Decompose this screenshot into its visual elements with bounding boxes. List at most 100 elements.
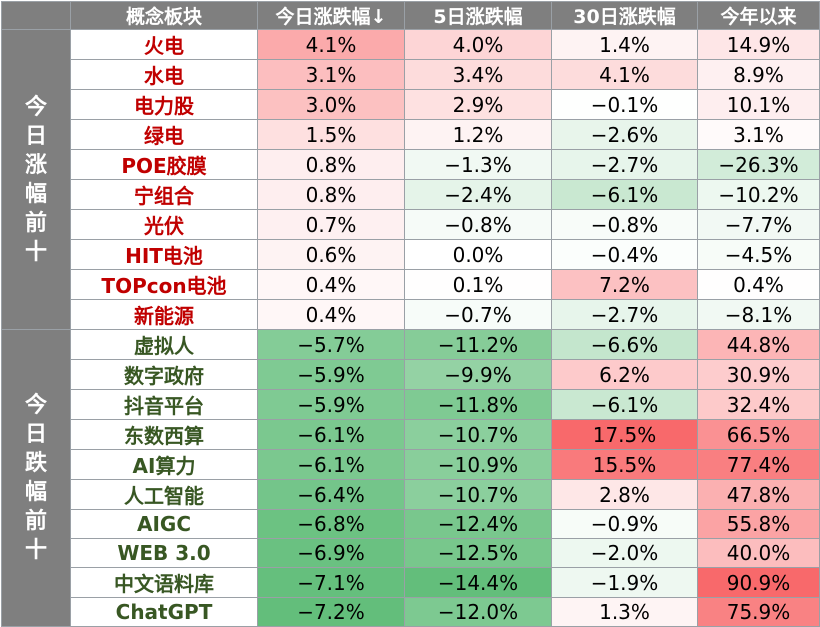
cell-ytd: 77.4% [697,449,820,480]
sector-name[interactable]: AI算力 [70,449,258,480]
sector-name[interactable]: HIT电池 [70,239,258,270]
table-row: ChatGPT −7.2% −12.0% 1.3% 75.9% [2,597,820,627]
cell-today: −6.1% [257,449,405,480]
cell-today: 0.8% [257,149,405,180]
group-label-char: 涨 [24,152,47,178]
cell-ytd: 32.4% [697,389,820,420]
sector-name[interactable]: 宁组合 [70,179,258,210]
sector-name[interactable]: 电力股 [70,89,258,120]
cell-d30: −2.7% [551,299,698,330]
group-label-char: 日 [24,123,47,149]
cell-d5: −10.9% [404,449,552,480]
cell-d5: −0.8% [404,209,552,240]
table-row: POE胶膜 0.8% −1.3% −2.7% −26.3% [2,149,820,180]
sector-name[interactable]: 东数西算 [70,419,258,450]
cell-today: −6.4% [257,479,405,510]
cell-today: −7.2% [257,597,405,627]
table-row: 新能源 0.4% −0.7% −2.7% −8.1% [2,299,820,330]
cell-ytd: −4.5% [697,239,820,270]
sector-name[interactable]: 中文语料库 [70,567,258,598]
cell-today: 0.4% [257,299,405,330]
sector-name[interactable]: 光伏 [70,209,258,240]
cell-today: 0.8% [257,179,405,210]
sector-name[interactable]: ChatGPT [70,597,258,627]
sector-name[interactable]: 抖音平台 [70,389,258,420]
cell-d5: −12.4% [404,509,552,539]
table-row: 光伏 0.7% −0.8% −0.8% −7.7% [2,209,820,240]
table-row: HIT电池 0.6% 0.0% −0.4% −4.5% [2,239,820,270]
table-row: 电力股 3.0% 2.9% −0.1% 10.1% [2,89,820,120]
cell-today: 1.5% [257,119,405,150]
cell-ytd: 55.8% [697,509,820,539]
cell-today: −6.9% [257,538,405,568]
cell-d30: −6.6% [551,329,698,360]
group-label-losers: 今日跌幅前十 [1,329,71,627]
cell-ytd: 10.1% [697,89,820,120]
cell-ytd: 75.9% [697,597,820,627]
cell-d30: 1.4% [551,29,698,60]
cell-d5: −12.5% [404,538,552,568]
cell-ytd: 30.9% [697,359,820,390]
header-row: 概念板块 今日涨跌幅↓ 5日涨跌幅 30日涨跌幅 今年以来 [1,1,820,30]
cell-d30: 1.3% [551,597,698,627]
cell-d5: 0.1% [404,269,552,300]
sector-name[interactable]: 水电 [70,59,258,90]
sector-name[interactable]: POE胶膜 [70,149,258,180]
cell-d30: −2.0% [551,538,698,568]
cell-d30: −0.8% [551,209,698,240]
cell-ytd: −7.7% [697,209,820,240]
group-label-char: 十 [24,239,47,265]
sector-name[interactable]: 火电 [70,29,258,60]
cell-today: −6.1% [257,419,405,450]
group-label-char: 幅 [24,480,47,505]
sector-name[interactable]: 人工智能 [70,479,258,510]
cell-today: −7.1% [257,567,405,598]
cell-d30: −0.9% [551,509,698,539]
cell-ytd: 14.9% [697,29,820,60]
table-row: 人工智能 −6.4% −10.7% 2.8% 47.8% [2,479,820,510]
sector-name[interactable]: TOPcon电池 [70,269,258,300]
sector-name[interactable]: AIGC [70,509,258,539]
sector-name[interactable]: 数字政府 [70,359,258,390]
header-sector-name[interactable]: 概念板块 [70,1,258,30]
cell-d30: −2.6% [551,119,698,150]
cell-d5: −0.7% [404,299,552,330]
header-today-change[interactable]: 今日涨跌幅↓ [257,1,405,30]
sector-name[interactable]: 绿电 [70,119,258,150]
table-row: 抖音平台 −5.9% −11.8% −6.1% 32.4% [2,389,820,420]
table-row: 绿电 1.5% 1.2% −2.6% 3.1% [2,119,820,150]
cell-d5: −11.8% [404,389,552,420]
cell-today: 3.0% [257,89,405,120]
header-blank [1,1,71,30]
cell-d30: −2.7% [551,149,698,180]
cell-d30: −6.1% [551,389,698,420]
table-row: AIGC −6.8% −12.4% −0.9% 55.8% [2,509,820,539]
cell-d5: 0.0% [404,239,552,270]
cell-today: 0.6% [257,239,405,270]
table-row: 水电 3.1% 3.4% 4.1% 8.9% [2,59,820,90]
sector-name[interactable]: 虚拟人 [70,329,258,360]
sector-name[interactable]: WEB 3.0 [70,538,258,568]
cell-ytd: 66.5% [697,419,820,450]
group-label-char: 今 [24,393,47,418]
header-30day-change[interactable]: 30日涨跌幅 [551,1,698,30]
cell-d5: −12.0% [404,597,552,627]
header-5day-change[interactable]: 5日涨跌幅 [404,1,552,30]
cell-d5: 4.0% [404,29,552,60]
cell-d5: −11.2% [404,329,552,360]
sector-name[interactable]: 新能源 [70,299,258,330]
cell-d30: 17.5% [551,419,698,450]
table-row: TOPcon电池 0.4% 0.1% 7.2% 0.4% [2,269,820,300]
cell-today: −5.7% [257,329,405,360]
cell-today: −5.9% [257,389,405,420]
cell-d5: 3.4% [404,59,552,90]
cell-today: 4.1% [257,29,405,60]
cell-ytd: 0.4% [697,269,820,300]
table-row: AI算力 −6.1% −10.9% 15.5% 77.4% [2,449,820,480]
cell-ytd: 8.9% [697,59,820,90]
header-ytd-change[interactable]: 今年以来 [697,1,820,30]
group-label-char: 今 [24,94,47,120]
cell-ytd: 90.9% [697,567,820,598]
table-row: 中文语料库 −7.1% −14.4% −1.9% 90.9% [2,567,820,598]
